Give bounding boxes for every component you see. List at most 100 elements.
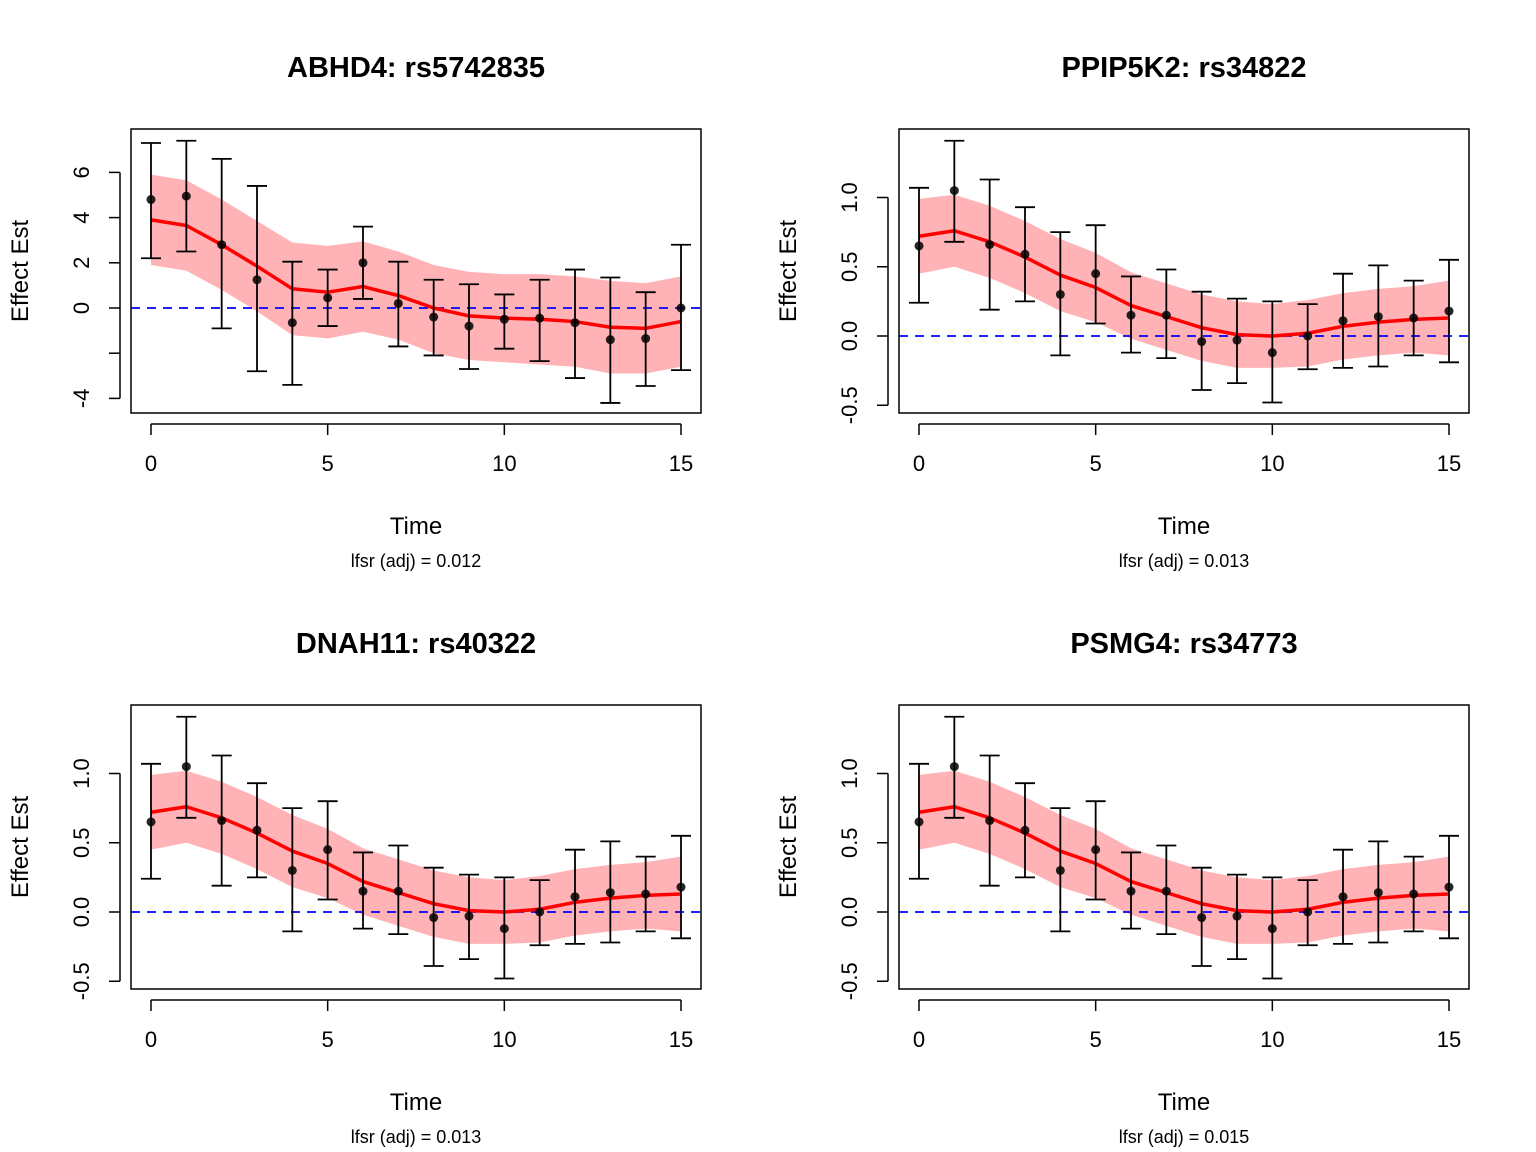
data-point [393,886,403,896]
data-point [1161,886,1171,896]
y-tick-label: -4 [69,389,94,409]
data-point [287,318,297,328]
data-point [949,186,959,196]
x-tick-label: 0 [145,1027,157,1052]
data-point [464,321,474,331]
y-axis-label: Effect Est [7,220,34,323]
credible-band [151,174,681,374]
data-point [535,907,545,917]
smooth-line [150,218,682,331]
x-tick-label: 10 [1260,451,1284,476]
chart-title: PSMG4: rs34773 [1070,628,1297,660]
data-point [1267,348,1277,358]
y-axis: -0.5 0.0 0.5 1.0 [69,758,121,1000]
x-axis: 0 5 10 15 [913,423,1461,476]
data-point [181,191,191,201]
y-tick-label: 6 [69,166,94,178]
y-tick-label: 0.0 [837,897,862,928]
y-tick-label: 2 [69,257,94,269]
data-point [1197,913,1207,923]
x-tick-label: 5 [1090,451,1102,476]
data-point [1232,335,1242,345]
data-point [641,334,651,344]
y-tick-label: 0.0 [837,321,862,352]
x-tick-label: 0 [913,1027,925,1052]
data-point [641,889,651,899]
data-point [676,303,686,313]
y-tick-label: 1.0 [69,758,94,789]
data-point [1055,865,1065,875]
data-point [1444,306,1454,316]
data-point [985,816,995,826]
y-axis-label: Effect Est [7,796,34,899]
y-tick-label: 0.5 [837,827,862,858]
y-tick-label: 0 [69,302,94,314]
data-point [535,313,545,323]
y-tick-label: 0.0 [69,897,94,928]
data-point [676,882,686,892]
x-axis: 0 5 10 15 [145,999,693,1052]
data-point [1091,845,1101,855]
data-point [252,275,262,285]
data-point [252,825,262,835]
plot-frame [898,128,1470,414]
y-axis: -0.5 0.0 0.5 1.0 [837,758,889,1000]
x-axis-label: Time [1158,1089,1210,1116]
y-tick-label: -0.5 [837,962,862,1000]
data-point [1020,825,1030,835]
data-point [570,318,580,328]
data-point [949,762,959,772]
data-point [1055,289,1065,299]
panel-3: DNAH11: rs40322 0 5 10 15 -0.5 0.0 0.5 1.0 Effect… [7,628,702,1147]
smooth-line [918,228,1450,338]
data-point [1303,331,1313,341]
x-tick-label: 15 [1437,1027,1461,1052]
data-point [1409,313,1419,323]
data-point [1091,269,1101,279]
data-point [358,886,368,896]
data-point [914,817,924,827]
y-tick-label: 1.0 [837,758,862,789]
data-point [287,865,297,875]
plot-frame [130,128,702,414]
data-point [146,195,156,205]
y-axis: -0.5 0.0 0.5 1.0 [837,182,889,424]
x-tick-label: 5 [322,451,334,476]
y-axis: -4 0 2 4 6 [69,166,121,409]
x-tick-label: 5 [1090,1027,1102,1052]
data-point [570,892,580,902]
data-point [1267,924,1277,934]
x-axis-label: Time [1158,513,1210,540]
panel-1: ABHD4: rs5742835 0 5 10 15 -4 0 2 4 6 Effect Est Ti… [7,52,702,571]
panel-2: PPIP5K2: rs34822 0 5 10 15 -0.5 0.0 0.5 1.0 Effec… [775,52,1470,571]
data-point [1161,310,1171,320]
data-point [1232,911,1242,921]
y-tick-label: 0.5 [837,251,862,282]
plot-frame [898,704,1470,990]
data-point [1338,892,1348,902]
plot-frame [130,704,702,990]
data-point [1409,889,1419,899]
x-tick-label: 10 [492,1027,516,1052]
data-point [499,314,509,324]
lfsr-subtitle: lfsr (adj) = 0.013 [351,1127,482,1147]
smooth-line [918,804,1450,914]
data-point [1338,316,1348,326]
x-tick-label: 10 [1260,1027,1284,1052]
smooth-line [150,804,682,914]
x-axis-label: Time [390,513,442,540]
chart-title: PPIP5K2: rs34822 [1061,52,1306,84]
data-point [146,817,156,827]
data-point [1373,312,1383,322]
data-point [323,845,333,855]
data-point [429,913,439,923]
data-point [217,816,227,826]
data-point [1020,249,1030,259]
data-point [1373,888,1383,898]
x-axis: 0 5 10 15 [145,423,693,476]
data-point [605,335,615,345]
data-point [605,888,615,898]
data-point [1444,882,1454,892]
data-point [429,312,439,322]
